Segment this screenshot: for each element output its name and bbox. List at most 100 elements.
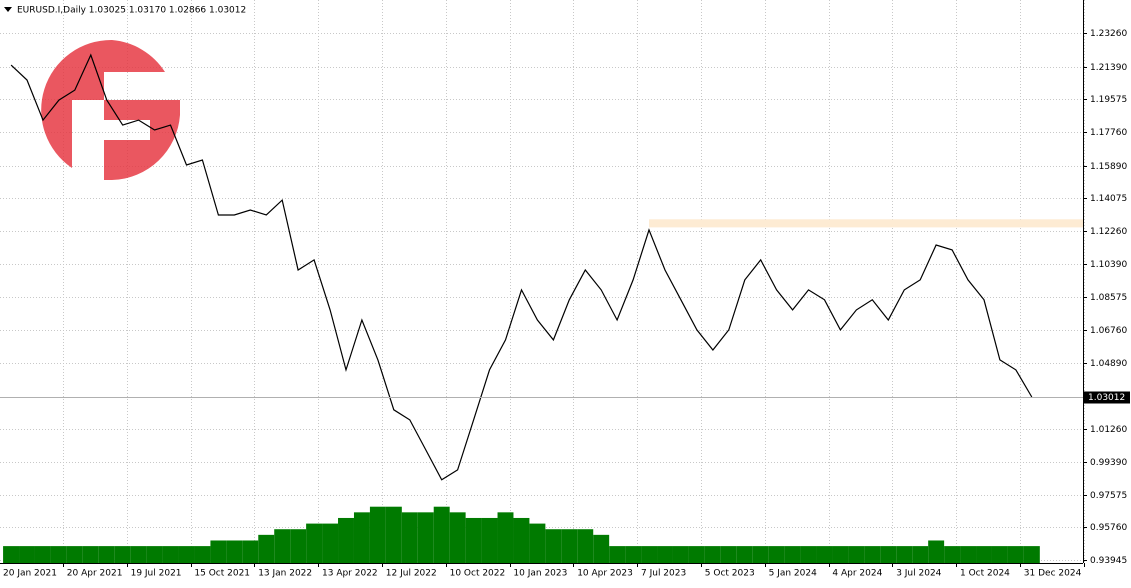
volume-bar [513, 517, 530, 563]
y-tick-label: 1.15890 [1090, 162, 1127, 172]
menu-arrow[interactable] [4, 7, 12, 12]
x-tick-label: 13 Jan 2022 [258, 569, 312, 579]
x-tick-label: 1 Oct 2024 [960, 569, 1010, 579]
y-tick-label: 1.08575 [1090, 293, 1127, 303]
volume-bar [1023, 546, 1040, 563]
volume-bar [481, 517, 498, 563]
volume-bar [991, 546, 1008, 563]
volume-bar [34, 546, 51, 563]
volume-bar [82, 546, 99, 563]
last-price-box [1084, 391, 1130, 404]
x-tick-label: 15 Oct 2021 [194, 569, 250, 579]
volume-bar [960, 546, 977, 563]
y-tick-label: 0.99390 [1090, 458, 1127, 468]
y-tick-label: 0.95760 [1090, 523, 1127, 533]
x-tick-label: 7 Jul 2023 [641, 569, 686, 579]
x-tick-label: 10 Oct 2022 [450, 569, 506, 579]
volume-bar [66, 546, 83, 563]
volume-bar [896, 546, 913, 563]
volume-bar [290, 529, 307, 563]
x-tick-label: 20 Jan 2021 [3, 569, 57, 579]
x-tick-label: 13 Apr 2022 [322, 569, 378, 579]
volume-bar [194, 546, 211, 563]
volume-bar [465, 517, 482, 563]
volume-bar [880, 546, 897, 563]
volume-bar [497, 512, 514, 563]
volume-bar [258, 534, 275, 563]
x-tick-label: 5 Oct 2023 [705, 569, 755, 579]
volume-bar [114, 546, 131, 563]
volume-bar [800, 546, 817, 563]
x-tick-label: 10 Jan 2023 [513, 569, 567, 579]
x-tick-label: 19 Jul 2021 [131, 569, 182, 579]
volume-bar [736, 546, 753, 563]
x-tick-label: 12 Jul 2022 [386, 569, 437, 579]
volume-bar [609, 546, 626, 563]
y-tick-label: 1.14075 [1090, 194, 1127, 204]
plot [3, 53, 1040, 563]
volume-bar [657, 546, 673, 563]
volume-bar [688, 546, 705, 563]
volume-bar [3, 546, 20, 563]
volume-bar [146, 546, 163, 563]
volume-bar [577, 529, 594, 563]
chart-title: EURUSD.I,Daily 1.03025 1.03170 1.02866 1… [17, 6, 246, 16]
volume-bar [720, 546, 737, 563]
volume-bar [1007, 546, 1024, 563]
volume-bar [338, 517, 354, 563]
volume-bar [593, 534, 610, 563]
y-tick-label: 1.10390 [1090, 260, 1127, 270]
x-tick-label: 3 Jul 2024 [896, 569, 941, 579]
volume-bar [417, 512, 434, 563]
volume-bar [98, 546, 115, 563]
volume-bar [178, 546, 195, 563]
volume-bar [832, 546, 849, 563]
y-tick-label: 1.01260 [1090, 425, 1127, 435]
y-tick-label: 1.04890 [1090, 359, 1127, 369]
volume-bar [816, 546, 833, 563]
volume-bar [401, 512, 418, 563]
volume-bar [912, 546, 929, 563]
volume-bar [928, 540, 945, 563]
volume-bar [162, 546, 179, 563]
y-tick-label: 0.93945 [1090, 556, 1127, 566]
resistance-zone [649, 219, 1083, 228]
y-tick-label: 1.17760 [1090, 128, 1127, 138]
x-tick-label: 5 Jan 2024 [769, 569, 817, 579]
volume-bar [242, 540, 259, 563]
volume-bar [226, 540, 243, 563]
y-tick-label: 1.19575 [1090, 95, 1127, 105]
logo [41, 39, 180, 180]
volume-bar [274, 529, 291, 563]
volume-bar [433, 506, 450, 563]
volume-bar [768, 546, 785, 563]
x-tick-label: 31 Dec 2024 [1024, 569, 1082, 579]
volume-bar [944, 546, 961, 563]
x-tick-label: 10 Apr 2023 [577, 569, 633, 579]
volume-bar [704, 546, 721, 563]
logo-mark [41, 39, 180, 180]
volume-bar [130, 546, 147, 563]
y-tick-label: 1.23260 [1090, 29, 1127, 39]
y-tick-label: 1.06760 [1090, 326, 1127, 336]
volume-bar [353, 512, 370, 563]
volume-bar [545, 529, 562, 563]
last-price-label: 1.03012 [1088, 393, 1125, 403]
volume-bar [19, 546, 35, 563]
volume-bar [449, 512, 466, 563]
volume-bar [322, 523, 339, 563]
volume-bar [752, 546, 769, 563]
x-tick-label: 4 Apr 2024 [832, 569, 882, 579]
volume-bar [529, 523, 546, 563]
volume-bar [784, 546, 801, 563]
volume-bar [848, 546, 865, 563]
volume-bar [672, 546, 689, 563]
volume-bar [210, 540, 227, 563]
price-line [10, 53, 1033, 481]
y-tick-label: 1.12260 [1090, 227, 1127, 237]
volume-bar [385, 506, 402, 563]
volume-bar [561, 529, 578, 563]
x-tick-label: 20 Apr 2021 [67, 569, 123, 579]
